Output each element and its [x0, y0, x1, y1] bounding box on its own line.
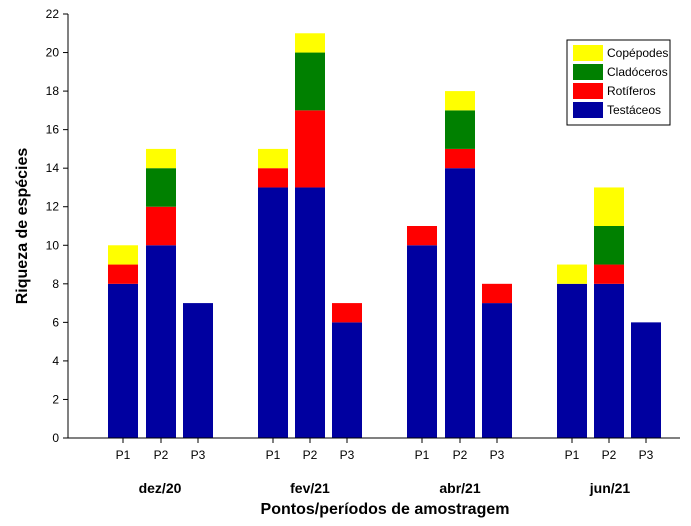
group-label: dez/20	[139, 480, 182, 496]
bar-segment-testaceos-1	[108, 283, 138, 438]
x-tick-label: P1	[266, 448, 281, 462]
labels-layer: P1 P2 P3 P1 P2 P3 P1 P2 P3 P1 P2 P3 dez/20 fev/21 abr/…	[14, 148, 654, 518]
bar-segment-testaceos-8	[445, 168, 475, 438]
bar-segment-rotiferos-2	[146, 206, 176, 246]
y-tick-label: 0	[52, 431, 59, 445]
legend-swatch	[573, 102, 603, 118]
bar-segment-testaceos-9	[482, 303, 512, 438]
x-tick-label: P3	[340, 448, 355, 462]
x-tick-label: P2	[154, 448, 169, 462]
bar-segment-testaceos-11	[594, 283, 624, 438]
legend-label: Copépodes	[607, 46, 668, 60]
bar-segment-testaceos-7	[407, 245, 437, 438]
bar-segment-rotiferos-9	[482, 283, 512, 304]
legend: Copépodes Cladóceros Rotíferos Testáceos	[566, 39, 671, 126]
bar-segment-copepodes-8	[445, 91, 475, 111]
bar-segment-rotiferos-7	[407, 226, 437, 246]
legend-label: Cladóceros	[607, 65, 668, 79]
bar-segment-rotiferos-4	[258, 168, 288, 188]
bar-segment-cladoceros-5	[295, 52, 325, 111]
bar-segment-cladoceros-11	[594, 226, 624, 265]
bar-segment-copepodes-10	[557, 264, 587, 284]
x-tick-label: P2	[602, 448, 617, 462]
bar-segment-rotiferos-8	[445, 148, 475, 169]
y-tick-label: 20	[46, 46, 60, 60]
y-tick-label: 8	[52, 277, 59, 291]
x-tick-label: P2	[303, 448, 318, 462]
bar-segment-rotiferos-11	[594, 264, 624, 284]
bar-segment-testaceos-12	[631, 322, 661, 438]
x-tick-label: P1	[565, 448, 580, 462]
axes-layer: 0 2 4 6 8 10 12 14 16 18 20 22	[46, 7, 680, 445]
y-tick-label: 4	[52, 354, 59, 368]
bar-segment-testaceos-6	[332, 322, 362, 438]
bar-segment-copepodes-11	[594, 187, 624, 226]
legend-swatch	[573, 64, 603, 80]
bar-segment-testaceos-2	[146, 245, 176, 438]
y-tick-label: 18	[46, 84, 60, 98]
bar-segment-copepodes-1	[108, 245, 138, 265]
bar-segment-testaceos-3	[183, 303, 213, 438]
bar-segment-testaceos-5	[295, 187, 325, 438]
x-axis-title: Pontos/períodos de amostragem	[261, 501, 510, 518]
x-tick-label: P2	[453, 448, 468, 462]
bar-segment-rotiferos-6	[332, 303, 362, 323]
x-tick-label: P3	[191, 448, 206, 462]
bar-segment-rotiferos-1	[108, 264, 138, 284]
group-label: abr/21	[439, 480, 480, 496]
bar-segment-cladoceros-2	[146, 168, 176, 207]
bar-segment-testaceos-4	[258, 187, 288, 438]
y-axis-title: Riqueza de espécies	[14, 148, 31, 305]
bar-segment-copepodes-5	[295, 33, 325, 53]
x-tick-label: P3	[490, 448, 505, 462]
bar-segment-copepodes-4	[258, 148, 288, 169]
legend-label: Testáceos	[607, 103, 661, 117]
legend-label: Rotíferos	[607, 84, 656, 98]
group-label: jun/21	[589, 480, 631, 496]
y-tick-label: 12	[46, 200, 60, 214]
x-tick-label: P1	[415, 448, 430, 462]
bar-segment-cladoceros-8	[445, 110, 475, 149]
y-tick-label: 16	[46, 123, 60, 137]
group-label: fev/21	[290, 480, 330, 496]
bar-segment-rotiferos-5	[295, 110, 325, 188]
bar-segment-copepodes-2	[146, 148, 176, 169]
y-tick-label: 22	[46, 7, 60, 21]
legend-swatch	[573, 83, 603, 99]
y-tick-label: 2	[52, 392, 59, 406]
x-tick-label: P3	[639, 448, 654, 462]
legend-swatch	[573, 45, 603, 61]
bars-layer	[108, 33, 661, 438]
y-tick-label: 10	[46, 238, 60, 252]
bar-segment-testaceos-10	[557, 283, 587, 438]
y-tick-label: 6	[52, 315, 59, 329]
x-tick-label: P1	[116, 448, 131, 462]
y-tick-label: 14	[46, 161, 60, 175]
